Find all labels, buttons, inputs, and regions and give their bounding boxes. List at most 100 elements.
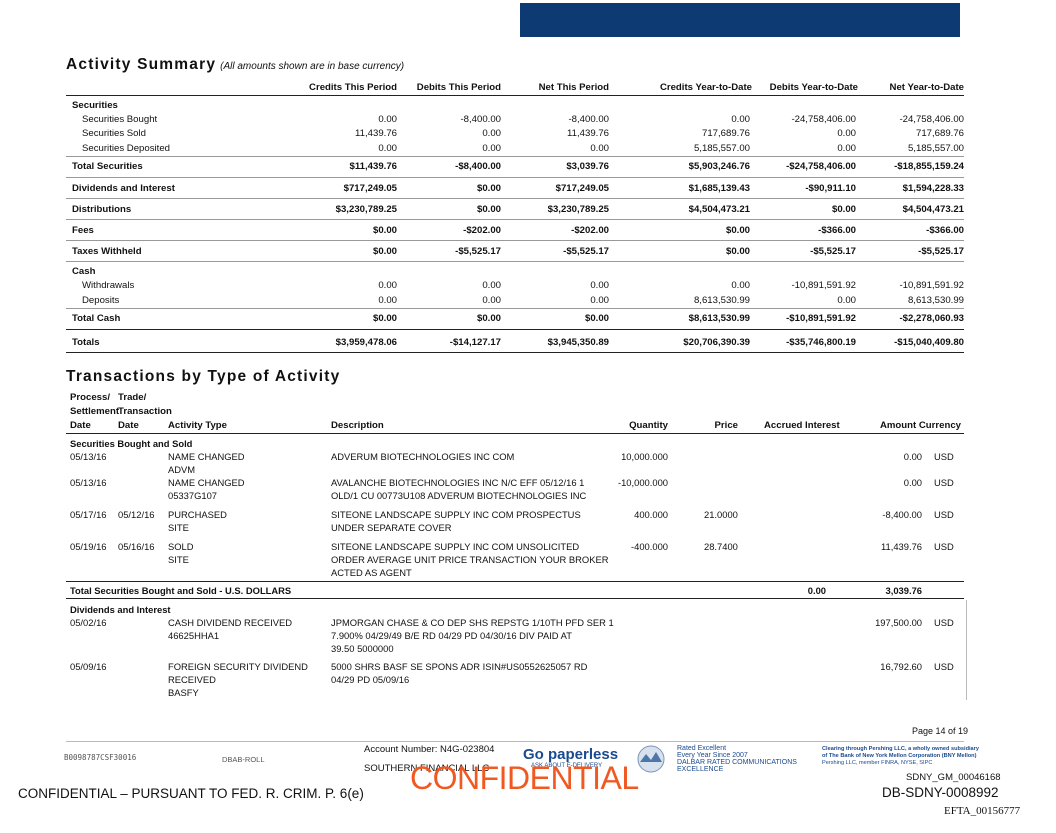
rated-line-3: DALBAR RATED COMMUNICATIONS bbox=[677, 759, 797, 766]
hdr-price: Price bbox=[714, 420, 738, 431]
cell: -$2,278,060.93 bbox=[899, 313, 964, 324]
cell: 5,185,557.00 bbox=[907, 143, 964, 154]
currency: USD bbox=[934, 617, 954, 628]
total-cash-row: Total Cash $0.00 $0.00 $0.00 $8,613,530.… bbox=[70, 313, 964, 325]
cell: 5,185,557.00 bbox=[693, 143, 750, 154]
cell: $0.00 bbox=[725, 225, 750, 236]
quantity: -400.000 bbox=[630, 541, 668, 552]
col-credits-period: Credits This Period bbox=[309, 82, 397, 93]
divider bbox=[66, 177, 964, 178]
row-label: Withdrawals bbox=[82, 280, 135, 291]
total-label: Total Securities Bought and Sold - U.S. … bbox=[70, 585, 292, 596]
description: AVALANCHE BIOTECHNOLOGIES INC N/C EFF 05… bbox=[331, 477, 585, 488]
summary-row: Deposits 0.00 0.00 0.00 8,613,530.99 0.0… bbox=[70, 295, 964, 307]
activity-type: PURCHASED bbox=[168, 509, 227, 520]
efta-number: EFTA_00156777 bbox=[944, 805, 1021, 817]
currency: USD bbox=[934, 661, 954, 672]
hdr-activity-type: Activity Type bbox=[168, 420, 228, 431]
amount: 16,792.60 bbox=[880, 661, 922, 672]
activity-type-symbol: 46625HHA1 bbox=[168, 630, 220, 641]
hdr-process-1: Process/ bbox=[70, 392, 111, 403]
header-bar bbox=[520, 3, 960, 37]
distributions-row: Distributions $3,230,789.25 $0.00 $3,230… bbox=[70, 204, 964, 216]
divider bbox=[66, 219, 964, 220]
hdr-trade-2: Transaction bbox=[118, 406, 172, 417]
cell: $3,945,350.89 bbox=[547, 337, 609, 348]
dalbar-seal-icon bbox=[632, 744, 670, 774]
cell: $717,249.05 bbox=[343, 183, 397, 194]
cell: $3,230,789.25 bbox=[547, 204, 609, 215]
cell: $4,504,473.21 bbox=[688, 204, 750, 215]
col-debits-period: Debits This Period bbox=[416, 82, 501, 93]
right-edge-rule bbox=[966, 600, 967, 700]
amount: 11,439.76 bbox=[880, 541, 922, 552]
cell: 717,689.76 bbox=[701, 128, 750, 139]
activity-summary-title: Activity Summary (All amounts shown are i… bbox=[66, 56, 404, 74]
row-label: Total Securities bbox=[72, 161, 143, 172]
hdr-accrued: Accrued Interest bbox=[764, 420, 840, 431]
col-net-ytd: Net Year-to-Date bbox=[889, 82, 964, 93]
activity-summary-heading: Activity Summary bbox=[66, 56, 217, 73]
cell: -$35,746,800.19 bbox=[786, 337, 856, 348]
cell: 8,613,530.99 bbox=[907, 295, 964, 306]
row-label: Dividends and Interest bbox=[72, 183, 175, 194]
row-label: Securities Deposited bbox=[82, 143, 170, 154]
db-sdny-number: DB-SDNY-0008992 bbox=[882, 785, 999, 800]
activity-summary-note: (All amounts shown are in base currency) bbox=[220, 61, 405, 72]
row-label: Deposits bbox=[82, 295, 120, 306]
settlement-date: 05/13/16 bbox=[70, 451, 107, 462]
description: JPMORGAN CHASE & CO DEP SHS REPSTG 1/10T… bbox=[331, 617, 614, 628]
description-line: ORDER AVERAGE UNIT PRICE TRANSACTION YOU… bbox=[331, 554, 609, 565]
go-paperless-sub: ASK ABOUT E-DELIVERY bbox=[531, 763, 603, 769]
activity-type-symbol: ADVM bbox=[168, 464, 196, 475]
cell: $5,903,246.76 bbox=[688, 161, 750, 172]
divider bbox=[66, 156, 964, 157]
cell: $0.00 bbox=[584, 313, 609, 324]
description-line: UNDER SEPARATE COVER bbox=[331, 522, 452, 533]
cell: -$15,040,409.80 bbox=[894, 337, 964, 348]
currency: USD bbox=[934, 477, 954, 488]
activity-type-line: RECEIVED bbox=[168, 674, 216, 685]
cell: -$10,891,591.92 bbox=[786, 313, 856, 324]
dividends-row: Dividends and Interest $717,249.05 $0.00… bbox=[70, 183, 964, 195]
cell: -$24,758,406.00 bbox=[786, 161, 856, 172]
cell: 0.00 bbox=[378, 295, 397, 306]
cell: 0.00 bbox=[731, 280, 750, 291]
cell: 0.00 bbox=[590, 143, 609, 154]
description-line: 7.900% 04/29/49 B/E RD 04/29 PD 04/30/16… bbox=[331, 630, 572, 641]
cash-label: Cash bbox=[70, 266, 964, 278]
cell: 0.00 bbox=[482, 295, 501, 306]
cell: 0.00 bbox=[590, 295, 609, 306]
summary-row: Securities Deposited 0.00 0.00 0.00 5,18… bbox=[70, 143, 964, 155]
activity-type: CASH DIVIDEND RECEIVED bbox=[168, 617, 292, 628]
cell: $0.00 bbox=[831, 204, 856, 215]
row-label: Securities Sold bbox=[82, 128, 146, 139]
cell: -$366.00 bbox=[926, 225, 964, 236]
row-label: Securities Bought bbox=[82, 114, 158, 125]
cell: 0.00 bbox=[378, 280, 397, 291]
cell: $20,706,390.39 bbox=[683, 337, 750, 348]
summary-row: Securities Sold 11,439.76 0.00 11,439.76… bbox=[70, 128, 964, 140]
cell: -$5,525.17 bbox=[455, 246, 501, 257]
cell: 0.00 bbox=[590, 280, 609, 291]
quantity: 10,000.000 bbox=[621, 451, 668, 462]
clearing-line-2: of The Bank of New York Mellon Corporati… bbox=[822, 753, 977, 759]
hdr-process-3: Date bbox=[70, 420, 91, 431]
rated-line-2: Every Year Since 2007 bbox=[677, 752, 748, 759]
group-dividends-interest: Dividends and Interest bbox=[70, 604, 171, 615]
cell: 0.00 bbox=[378, 114, 397, 125]
cell: $717,249.05 bbox=[555, 183, 609, 194]
cell: $8,613,530.99 bbox=[688, 313, 750, 324]
settlement-date: 05/09/16 bbox=[70, 661, 107, 672]
cell: -24,758,406.00 bbox=[791, 114, 856, 125]
hdr-quantity: Quantity bbox=[629, 420, 668, 431]
divider bbox=[66, 240, 964, 241]
cell: -$14,127.17 bbox=[449, 337, 501, 348]
cell: -8,400.00 bbox=[460, 114, 501, 125]
cell: -$18,855,159.24 bbox=[894, 161, 964, 172]
hdr-trade-3: Date bbox=[118, 420, 139, 431]
price: 28.7400 bbox=[704, 541, 738, 552]
row-label: Totals bbox=[72, 337, 100, 348]
cell: 0.00 bbox=[837, 128, 856, 139]
settlement-date: 05/02/16 bbox=[70, 617, 107, 628]
